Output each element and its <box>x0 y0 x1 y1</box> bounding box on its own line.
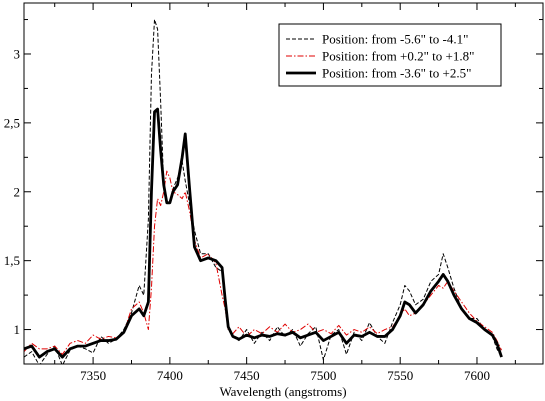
y-tick-label: 2 <box>14 184 21 199</box>
x-axis: 7350 7400 7450 7500 7550 7600 <box>54 3 516 383</box>
x-tick-label: 7500 <box>310 368 336 383</box>
x-axis-title: Wavelength (angstroms) <box>219 384 346 399</box>
x-tick-label: 7550 <box>387 368 413 383</box>
legend-label: Position: from -3.6" to +2.5" <box>322 66 471 81</box>
legend-label: Position: from +0.2" to +1.8" <box>322 49 474 64</box>
plot-lines <box>24 19 503 364</box>
series-line-2 <box>24 170 502 355</box>
legend-label: Position: from -5.6" to -4.1" <box>322 32 468 47</box>
x-tick-label: 7450 <box>234 368 260 383</box>
y-tick-label: 2,5 <box>4 115 20 130</box>
legend: Position: from -5.6" to -4.1" Position: f… <box>278 23 502 87</box>
x-tick-label: 7350 <box>80 368 106 383</box>
x-tick-label: 7400 <box>157 368 183 383</box>
x-tick-label: 7600 <box>464 368 490 383</box>
y-tick-label: 1 <box>14 322 21 337</box>
y-axis: 1 1,5 2 2,5 3 <box>4 19 543 365</box>
series-line-3 <box>24 107 503 359</box>
legend-box <box>278 23 502 87</box>
y-tick-label: 1,5 <box>4 253 20 268</box>
y-tick-label: 3 <box>14 46 21 61</box>
plot-frame <box>23 2 544 365</box>
